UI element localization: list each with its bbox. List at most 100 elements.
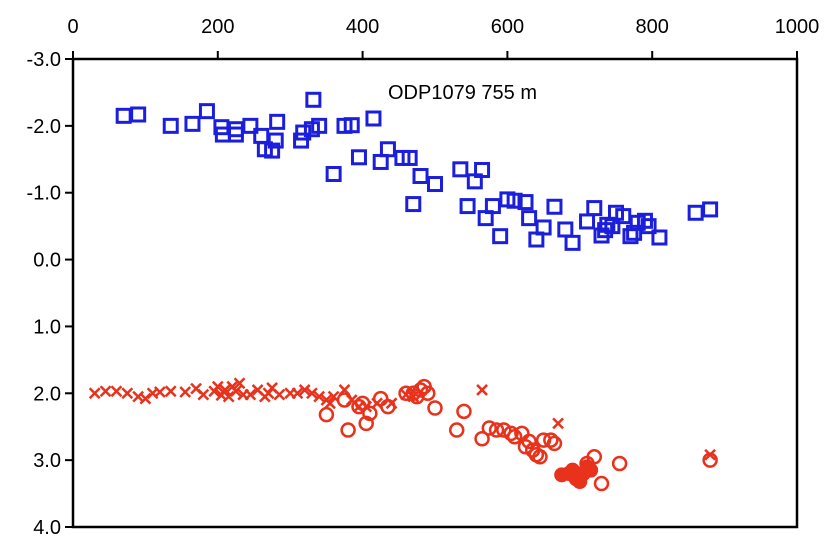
circle-point bbox=[362, 405, 378, 422]
x-axis: 0 200 400 600 800 1000 bbox=[67, 16, 819, 59]
cross-point bbox=[88, 387, 101, 400]
square-point bbox=[343, 117, 360, 134]
cross-point bbox=[211, 380, 224, 393]
square-point bbox=[405, 196, 422, 213]
cross-point bbox=[273, 388, 286, 401]
cross-point bbox=[110, 385, 123, 398]
cross-point bbox=[298, 384, 311, 396]
square-point bbox=[130, 106, 147, 123]
circle-point bbox=[521, 433, 537, 450]
square-point bbox=[564, 234, 581, 251]
circle-point bbox=[586, 449, 603, 465]
x-tick-label: 400 bbox=[346, 16, 379, 38]
y-tick-label: -1.0 bbox=[27, 183, 61, 205]
square-point bbox=[492, 228, 509, 245]
y-tick-label: 3.0 bbox=[33, 450, 61, 472]
square-point bbox=[303, 121, 320, 138]
circle-point bbox=[448, 422, 465, 438]
square-point bbox=[651, 229, 668, 246]
square-point bbox=[372, 153, 389, 170]
circle-point bbox=[488, 422, 505, 438]
square-point bbox=[474, 161, 491, 178]
cross-point bbox=[164, 385, 177, 398]
circle-point bbox=[420, 385, 436, 402]
cross-point bbox=[139, 392, 152, 405]
circle-point bbox=[405, 385, 422, 402]
x-tick-label: 600 bbox=[491, 16, 524, 38]
square-point bbox=[687, 204, 704, 221]
circle-point bbox=[412, 382, 429, 398]
cross-point bbox=[306, 387, 318, 400]
square-point bbox=[379, 141, 396, 158]
square-point bbox=[586, 200, 603, 217]
cross-point bbox=[324, 397, 336, 410]
square-point bbox=[269, 113, 286, 130]
square-point bbox=[264, 142, 281, 159]
square-point bbox=[427, 176, 443, 193]
circle-point bbox=[496, 422, 512, 438]
circle-point bbox=[503, 425, 519, 442]
cross-point bbox=[244, 388, 257, 401]
square-point bbox=[267, 132, 284, 149]
square-point bbox=[506, 192, 523, 209]
circle-point bbox=[474, 430, 490, 447]
square-point bbox=[459, 198, 476, 215]
square-point bbox=[325, 165, 342, 182]
circle-point bbox=[481, 420, 498, 436]
cross-point bbox=[179, 386, 192, 398]
circle-point bbox=[336, 392, 353, 408]
circle-point bbox=[546, 435, 563, 452]
circle-point bbox=[456, 403, 472, 420]
square-point bbox=[702, 201, 719, 218]
circle-point bbox=[380, 398, 396, 415]
y-tick-label: -3.0 bbox=[27, 49, 61, 71]
square-point bbox=[579, 213, 596, 230]
square-point bbox=[184, 115, 201, 132]
circle-point bbox=[506, 428, 523, 445]
x-tick-label: 800 bbox=[636, 16, 669, 38]
plot-frame bbox=[71, 57, 799, 529]
data-points bbox=[88, 91, 719, 492]
square-point bbox=[535, 219, 552, 236]
square-point bbox=[517, 194, 534, 211]
circle-point bbox=[340, 422, 356, 438]
cross-point bbox=[233, 377, 246, 390]
y-axis: -3.0 -2.0 -1.0 0.0 1.0 2.0 3.0 4.0 bbox=[27, 49, 73, 539]
square-point bbox=[546, 198, 563, 215]
y-tick-label: 2.0 bbox=[33, 383, 61, 405]
y-tick-label: 1.0 bbox=[33, 316, 61, 338]
cross-point bbox=[222, 390, 235, 403]
cross-point bbox=[552, 417, 564, 430]
square-point bbox=[350, 149, 367, 166]
circle-point bbox=[358, 415, 374, 432]
square-point bbox=[452, 161, 469, 178]
square-point bbox=[640, 218, 657, 235]
cross-point bbox=[121, 387, 134, 400]
square-point bbox=[115, 107, 132, 124]
cross-point bbox=[313, 390, 326, 403]
x-tick-label: 0 bbox=[67, 16, 78, 38]
square-point bbox=[305, 91, 322, 108]
x-tick-label: 1000 bbox=[775, 16, 820, 38]
circle-point bbox=[532, 449, 548, 465]
square-point bbox=[295, 124, 312, 141]
circle-point bbox=[354, 395, 371, 412]
cross-point bbox=[219, 384, 231, 396]
square-point bbox=[557, 221, 574, 238]
square-point bbox=[293, 132, 310, 149]
cross-point bbox=[476, 384, 488, 396]
circle-point bbox=[427, 400, 443, 416]
square-point bbox=[412, 168, 429, 184]
filled-circle-point bbox=[583, 462, 599, 478]
square-point bbox=[365, 110, 382, 127]
cross-point bbox=[230, 385, 242, 398]
circle-point bbox=[351, 398, 367, 415]
y-tick-label: 0.0 bbox=[33, 250, 61, 272]
circle-point bbox=[318, 406, 335, 423]
y-tick-label: 4.0 bbox=[33, 517, 61, 539]
cross-point bbox=[99, 385, 112, 398]
circle-point bbox=[543, 432, 559, 448]
chart-annotation: ODP1079 755 m bbox=[388, 82, 537, 104]
